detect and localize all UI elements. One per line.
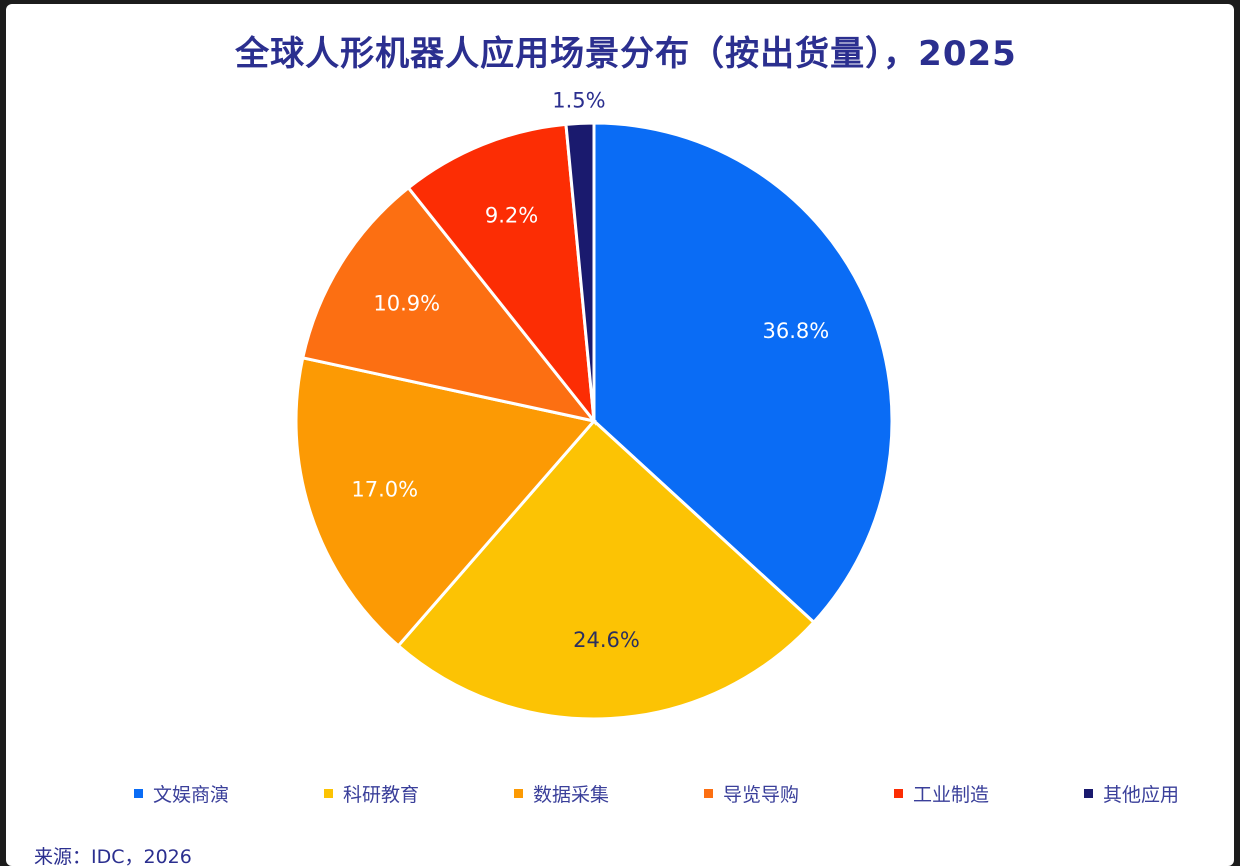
source-note: 来源：IDC，2026 — [34, 846, 192, 866]
pie-slice-label-1: 24.6% — [573, 628, 640, 652]
pie-slice-2 — [294, 356, 597, 648]
pie-slice-5 — [564, 121, 596, 422]
legend-swatch-3 — [704, 789, 713, 798]
pie-slice-label-5: 1.5% — [552, 88, 605, 112]
legend-item-2: 数据采集 — [514, 780, 704, 807]
chart-title: 全球人形机器人应用场景分布（按出货量），2025 — [235, 34, 1017, 74]
legend-label-2: 数据采集 — [533, 784, 610, 806]
legend: 文娱商演 科研教育 数据采集 导览导购 工业制造 其他应用 — [134, 780, 1234, 807]
legend-swatch-4 — [894, 789, 903, 798]
pie-slice-label-4: 9.2% — [485, 203, 538, 227]
pie-slice-label-2: 17.0% — [351, 477, 418, 501]
pie-slice-label-0: 36.8% — [762, 319, 829, 343]
pie-slice-0 — [592, 121, 894, 625]
legend-swatch-1 — [324, 789, 333, 798]
legend-label-1: 科研教育 — [343, 784, 420, 806]
legend-item-0: 文娱商演 — [134, 780, 324, 807]
legend-swatch-2 — [514, 789, 523, 798]
legend-swatch-5 — [1084, 789, 1093, 798]
legend-item-3: 导览导购 — [704, 780, 894, 807]
legend-item-1: 科研教育 — [324, 780, 514, 807]
legend-label-3: 导览导购 — [723, 784, 800, 806]
pie-slice-4 — [406, 122, 596, 426]
legend-item-4: 工业制造 — [894, 780, 1084, 807]
legend-swatch-0 — [134, 789, 143, 798]
legend-item-5: 其他应用 — [1084, 780, 1234, 807]
pie-slice-3 — [300, 185, 598, 424]
pie-slice-label-3: 10.9% — [373, 292, 440, 316]
legend-label-0: 文娱商演 — [153, 784, 230, 806]
pie-slice-1 — [396, 418, 816, 721]
legend-label-4: 工业制造 — [913, 784, 990, 806]
legend-label-5: 其他应用 — [1103, 784, 1180, 806]
